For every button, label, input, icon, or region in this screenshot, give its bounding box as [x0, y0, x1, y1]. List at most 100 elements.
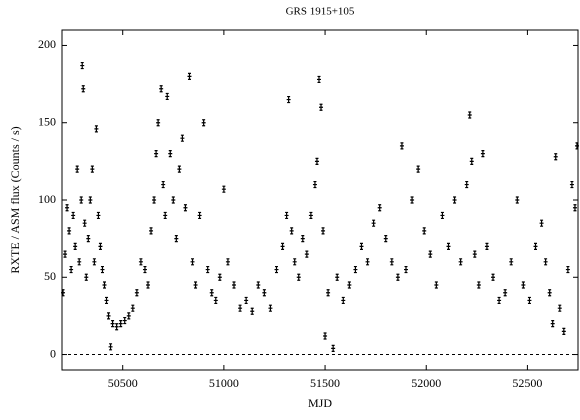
point: [503, 289, 508, 297]
point: [146, 281, 150, 289]
point: [61, 289, 66, 297]
point: [572, 204, 577, 212]
point: [65, 204, 70, 212]
point: [94, 125, 99, 133]
point: [469, 157, 474, 165]
point: [497, 296, 502, 305]
point: [515, 196, 520, 204]
point: [284, 211, 289, 220]
point: [274, 265, 279, 274]
point: [289, 227, 294, 235]
point: [96, 211, 101, 220]
point: [168, 150, 173, 158]
point: [557, 304, 562, 312]
point: [79, 196, 84, 204]
point: [73, 242, 78, 250]
point: [81, 85, 86, 93]
x-tick-label: 52500: [512, 376, 542, 390]
point: [458, 258, 463, 266]
point: [509, 258, 514, 266]
point: [156, 119, 161, 127]
point: [286, 95, 291, 104]
point: [331, 344, 336, 352]
point: [335, 273, 340, 281]
point: [114, 323, 119, 331]
point: [159, 85, 164, 93]
point: [371, 219, 376, 227]
point: [377, 204, 382, 212]
point: [292, 258, 297, 266]
point: [152, 196, 157, 204]
point: [244, 296, 249, 305]
point: [480, 150, 485, 158]
point: [138, 258, 143, 266]
point: [296, 273, 301, 281]
point: [100, 265, 105, 274]
point: [90, 165, 95, 173]
point: [428, 250, 433, 258]
point: [452, 196, 457, 204]
point: [108, 343, 113, 351]
point: [88, 196, 93, 204]
point: [422, 227, 427, 235]
point: [399, 142, 404, 150]
point: [98, 242, 103, 250]
point: [383, 235, 388, 243]
point: [404, 265, 408, 274]
point: [71, 211, 76, 220]
point: [69, 265, 74, 274]
point: [353, 265, 358, 274]
point: [217, 273, 222, 281]
point: [569, 180, 574, 189]
point: [521, 281, 526, 289]
x-tick-label: 52000: [411, 376, 441, 390]
point: [308, 211, 313, 220]
point: [63, 250, 68, 258]
point: [446, 242, 451, 250]
y-tick-label: 100: [38, 192, 56, 206]
point: [110, 320, 115, 328]
point: [134, 289, 139, 297]
point: [347, 281, 352, 289]
point: [440, 211, 445, 220]
point: [574, 142, 579, 150]
point: [86, 235, 91, 243]
point: [550, 320, 555, 328]
point: [180, 134, 185, 142]
point: [149, 227, 154, 235]
x-axis-label: MJD: [308, 396, 332, 410]
point: [171, 196, 176, 204]
point: [118, 320, 123, 328]
point: [225, 258, 230, 266]
point: [221, 185, 226, 193]
point: [389, 258, 394, 266]
point: [197, 211, 202, 220]
point: [205, 265, 210, 274]
x-tick-label: 51500: [310, 376, 340, 390]
point: [75, 165, 80, 173]
x-tick-label: 51000: [209, 376, 239, 390]
point: [201, 119, 206, 127]
point: [359, 242, 364, 250]
y-axis-label: RXTE / ASM flux (Counts / s): [8, 126, 22, 273]
chart-title: GRS 1915+105: [286, 6, 355, 18]
point: [300, 235, 305, 243]
point: [316, 75, 321, 84]
point: [163, 211, 168, 220]
point: [268, 304, 273, 312]
point: [543, 258, 548, 266]
point: [312, 180, 317, 189]
point: [491, 273, 496, 281]
point: [77, 258, 82, 266]
point: [250, 307, 255, 315]
point: [84, 273, 89, 281]
point: [476, 281, 481, 289]
point: [154, 150, 159, 158]
point: [484, 242, 489, 250]
point: [280, 242, 285, 250]
point: [104, 296, 109, 305]
point: [190, 258, 195, 266]
point: [209, 289, 214, 297]
point: [92, 258, 97, 266]
